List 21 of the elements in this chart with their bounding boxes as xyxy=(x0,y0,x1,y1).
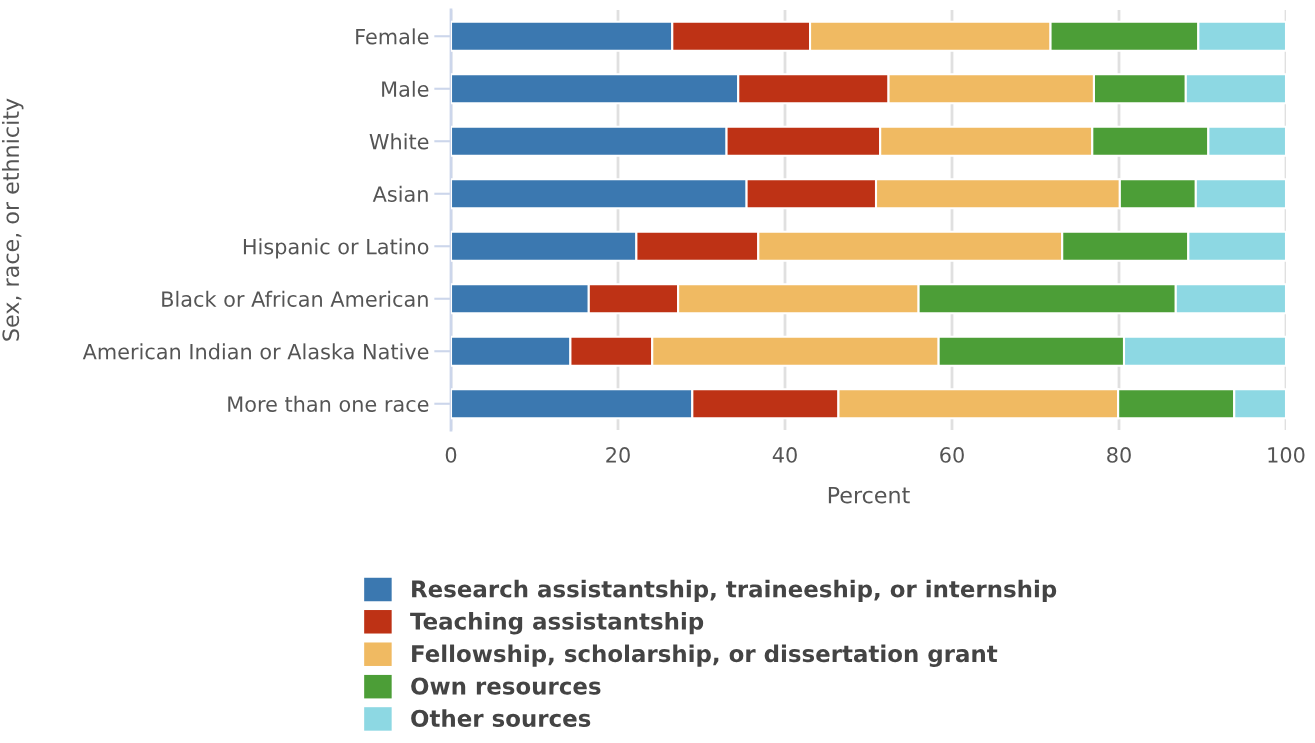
legend-label: Other sources xyxy=(411,709,591,727)
y-tick-label: Male xyxy=(382,80,429,97)
x-tick-label: 40 xyxy=(772,447,797,463)
x-tick-label: 20 xyxy=(606,447,630,463)
legend-label: Fellowship, scholarship, or dissertation grant xyxy=(412,644,998,667)
y-tick-label: Hispanic or Latino xyxy=(243,238,429,259)
x-tick-label: 80 xyxy=(1107,447,1131,463)
x-axis-title: Percent xyxy=(828,486,910,504)
y-tick-label: Black or African American xyxy=(162,290,428,307)
y-tick-label: White xyxy=(369,133,429,150)
x-tick-label: 60 xyxy=(940,447,964,463)
y-tick-label: American Indian or Alaska Native xyxy=(82,343,429,360)
x-tick-label: 100 xyxy=(1268,447,1305,463)
y-tick-label: Female xyxy=(356,28,429,45)
legend-label: Own resources xyxy=(411,677,601,695)
y-tick-label: More than one race xyxy=(228,395,429,412)
x-tick-label: 0 xyxy=(445,447,457,463)
legend-label: Research assistantship, traineeship, or internship xyxy=(412,579,1057,603)
y-axis-title: Sex, race, or ethnicity xyxy=(1,98,24,341)
legend-label: Teaching assistantship xyxy=(410,612,704,635)
y-tick-label: Asian xyxy=(372,185,428,202)
